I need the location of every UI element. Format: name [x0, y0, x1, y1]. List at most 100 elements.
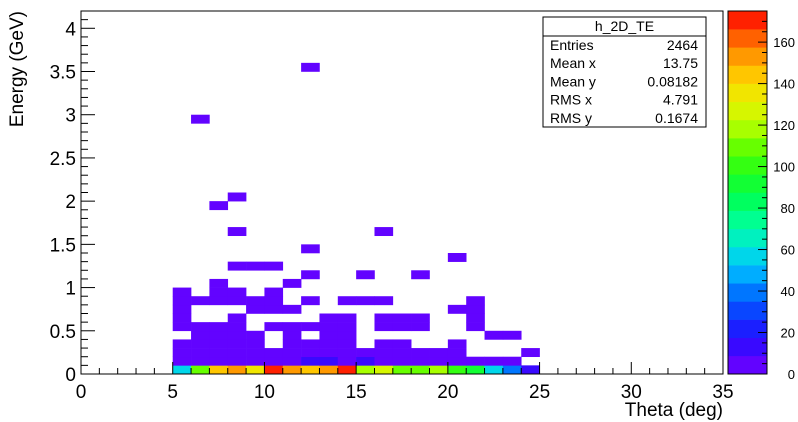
heatmap-bin: [264, 261, 284, 271]
heatmap-bin: [264, 356, 284, 366]
heatmap-bin: [282, 356, 302, 366]
heatmap-bin: [374, 296, 394, 306]
heatmap-bin: [246, 304, 265, 314]
heatmap-bin: [172, 339, 192, 349]
heatmap-bin: [337, 330, 357, 340]
heatmap-bin: [282, 365, 302, 375]
heatmap-bin: [484, 330, 504, 340]
x-tick-label: 20: [437, 382, 458, 403]
heatmap-bin: [282, 348, 302, 358]
stats-title: h_2D_TE: [595, 18, 654, 34]
heatmap-bin: [484, 365, 504, 375]
palette-band: [728, 301, 767, 320]
stats-row-label: RMS x: [550, 92, 592, 108]
heatmap-bin: [246, 339, 265, 349]
heatmap-bin: [429, 365, 449, 375]
x-axis: 0 5 10 15 20 25 30 35: [76, 362, 734, 403]
heatmap-bin: [227, 227, 247, 237]
color-palette: 0 20 40 60 80 100 120 140 160: [727, 10, 795, 382]
heatmap-bin: [319, 330, 339, 340]
heatmap-bin: [447, 339, 467, 349]
palette-band: [728, 283, 767, 302]
heatmap-bin: [227, 322, 247, 332]
heatmap-bin: [246, 261, 265, 271]
stats-row-value: 4.791: [663, 92, 698, 108]
stats-row-value: 2464: [667, 37, 698, 53]
y-axis-title: Energy (GeV): [7, 11, 28, 127]
heatmap-bin: [301, 365, 320, 375]
heatmap-bin: [392, 348, 412, 358]
heatmap-bin: [209, 287, 229, 297]
heatmap-bin: [374, 348, 394, 358]
palette-band: [728, 192, 767, 211]
palette-tick-label: 0: [788, 367, 795, 382]
heatmap-bin: [227, 348, 247, 358]
palette-tick-label: 140: [773, 77, 795, 92]
heatmap-bin: [392, 365, 412, 375]
heatmap-bin: [356, 296, 375, 306]
palette-band: [728, 174, 767, 193]
heatmap-bin: [374, 356, 394, 366]
heatmap-bin: [172, 304, 192, 314]
heatmap-bin: [301, 339, 320, 349]
palette-band: [728, 101, 767, 121]
palette-tick-label: 20: [781, 326, 795, 341]
heatmap-bin: [209, 356, 229, 366]
palette-frame: [727, 10, 768, 375]
heatmap-bin: [191, 356, 210, 366]
heatmap-bin: [502, 330, 522, 340]
heatmap-bin: [246, 356, 265, 366]
heatmap-bin: [209, 278, 229, 288]
heatmap-bin: [502, 365, 522, 375]
y-tick-label: 1.5: [50, 235, 76, 256]
stats-row-label: RMS y: [550, 110, 592, 126]
heatmap-bin: [209, 296, 229, 306]
heatmap-bin: [447, 253, 467, 262]
heatmap-bin: [392, 322, 412, 332]
palette-tick-label: 100: [773, 160, 795, 175]
heatmap-bin: [411, 270, 430, 280]
stats-box: h_2D_TE Entries 2464 Mean x 13.75 Mean y 0.08…: [542, 16, 707, 128]
heatmap-bin: [447, 365, 467, 375]
heatmap-bin: [209, 322, 229, 332]
heatmap-bin: [466, 322, 485, 332]
heatmap-bin: [521, 365, 540, 375]
heatmap-bin: [227, 261, 247, 271]
y-axis: 0 0.5 1 1.5 2 2.5 3 3.5 4: [50, 10, 95, 386]
stats-box-frame: [542, 16, 707, 128]
heatmap-bin: [301, 270, 320, 280]
palette-tick-label: 160: [773, 35, 795, 50]
heatmap-bin: [411, 313, 430, 323]
palette-band: [728, 210, 767, 230]
x-tick-label: 35: [712, 382, 733, 403]
palette-band: [728, 29, 767, 48]
heatmap-bin: [466, 356, 485, 366]
heatmap-bin: [191, 348, 210, 358]
heatmap-bin: [246, 330, 265, 340]
heatmap-bin: [319, 322, 339, 332]
stats-row-value: 0.08182: [647, 73, 698, 89]
y-tick-label: 3: [65, 106, 76, 127]
palette-band: [728, 228, 767, 248]
heatmap-bin: [337, 313, 357, 323]
heatmap-bin: [337, 296, 357, 306]
heatmap-bin: [374, 322, 394, 332]
heatmap-bin: [466, 304, 485, 314]
heatmap-bin: [319, 313, 339, 323]
heatmap-bin: [337, 322, 357, 332]
heatmap-bin: [282, 322, 302, 332]
heatmap-bin: [282, 339, 302, 349]
stats-row-value: 0.1674: [655, 110, 698, 126]
heatmap-bin: [374, 313, 394, 323]
heatmap-bin: [447, 356, 467, 366]
heatmap-bin: [191, 339, 210, 349]
heatmap-bin: [411, 356, 430, 366]
heatmap-bin: [429, 356, 449, 366]
palette-band: [728, 319, 767, 338]
x-tick-label: 15: [346, 382, 367, 403]
heatmap-bin: [374, 339, 394, 349]
y-tick-label: 0: [65, 365, 76, 386]
y-tick-label: 2: [65, 192, 76, 213]
heatmap-bin: [172, 296, 192, 306]
